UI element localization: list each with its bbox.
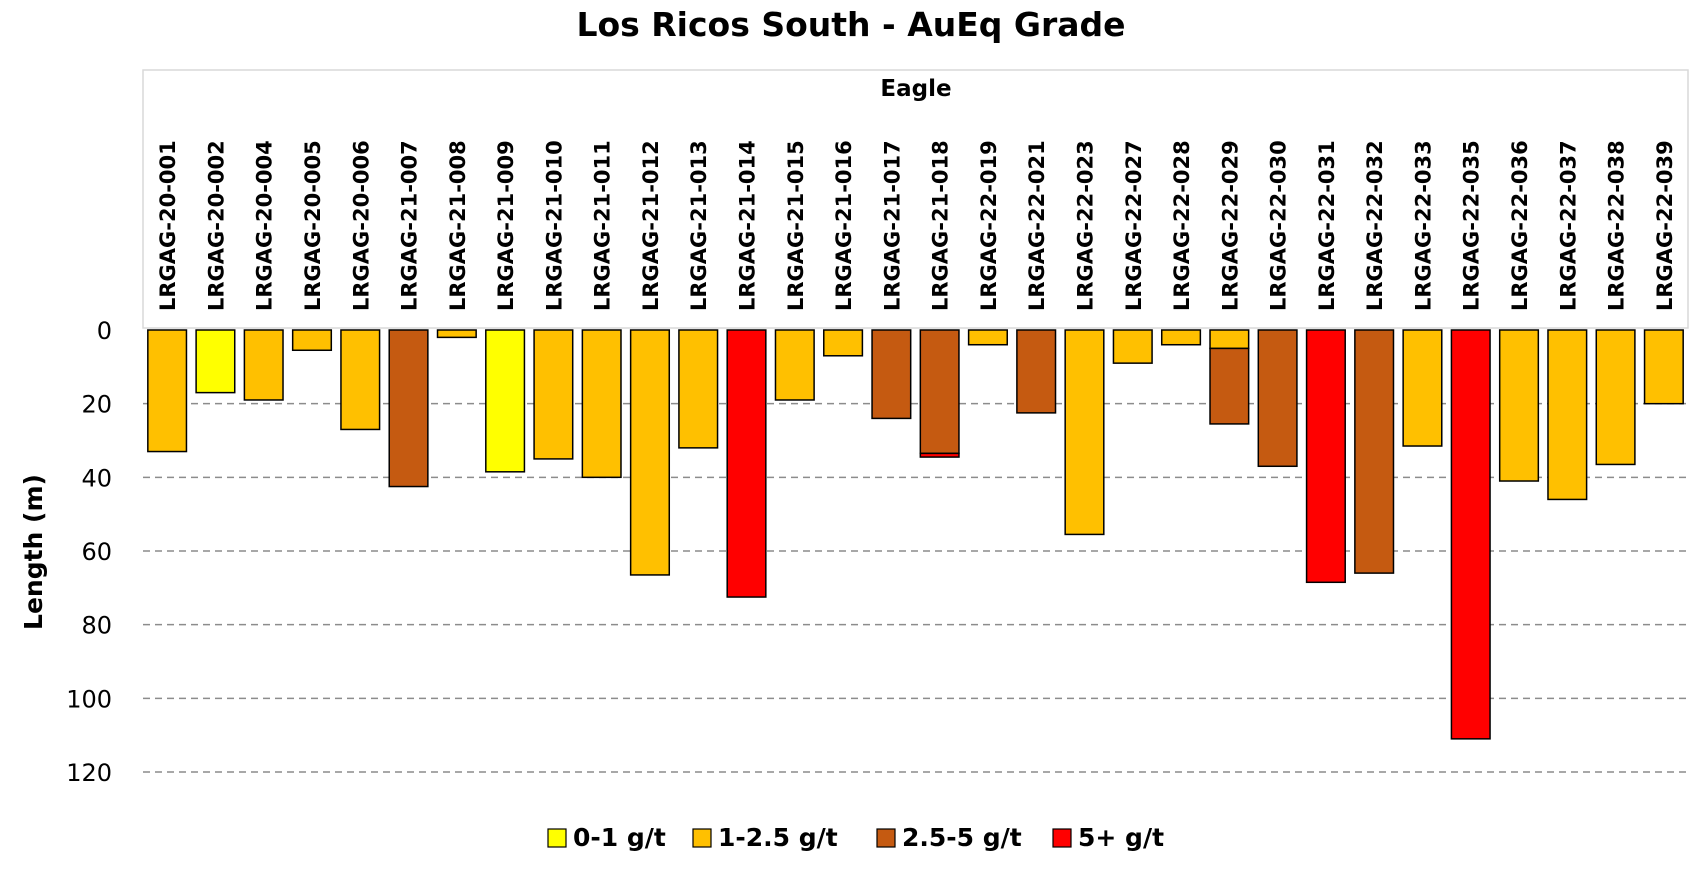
x-tick-label: LRGAG-22-023 [1074, 140, 1098, 311]
bar [1209, 329, 1250, 350]
bar [1354, 329, 1395, 574]
x-tick-label: LRGAG-21-014 [736, 140, 760, 311]
bars [147, 329, 1684, 740]
bar [1209, 347, 1250, 425]
y-tick-label: 20 [81, 391, 112, 419]
bar [774, 329, 815, 401]
bar [291, 329, 333, 352]
y-axis-ticks: 0 20 40 60 80 100 120 [66, 317, 112, 787]
bar [147, 329, 188, 453]
bar [1402, 329, 1443, 447]
legend: 0-1 g/t 1-2.5 g/t 2.5-5 g/t 5+ g/t [547, 823, 1164, 852]
bar [1112, 329, 1153, 364]
x-tick-label: LRGAG-20-001 [156, 140, 180, 311]
bar [1547, 329, 1588, 501]
x-tick-label: LRGAG-22-030 [1267, 140, 1291, 311]
legend-swatch [692, 828, 712, 848]
x-tick-label: LRGAG-22-036 [1508, 140, 1532, 311]
x-tick-label: LRGAG-20-005 [301, 140, 325, 311]
bar [1257, 329, 1298, 468]
x-tick-label: LRGAG-22-032 [1363, 140, 1387, 311]
x-tick-label: LRGAG-20-002 [204, 140, 228, 311]
bar [726, 329, 767, 598]
x-tick-label: LRGAG-22-035 [1460, 140, 1484, 311]
x-tick-label: LRGAG-20-006 [349, 140, 373, 311]
bar [243, 329, 284, 401]
bar [1305, 329, 1346, 584]
x-tick-label: LRGAG-21-017 [880, 140, 904, 311]
y-tick-label: 120 [66, 759, 112, 787]
bar [533, 329, 574, 460]
bar [1160, 329, 1202, 346]
bar [919, 452, 960, 458]
x-tick-label: LRGAG-22-038 [1605, 140, 1629, 311]
legend-label: 2.5-5 g/t [902, 823, 1022, 852]
x-tick-label: LRGAG-21-011 [591, 140, 615, 311]
x-tick-label: LRGAG-21-018 [929, 140, 953, 311]
bar [823, 329, 864, 357]
x-tick-label: LRGAG-21-009 [494, 140, 518, 311]
x-tick-label: LRGAG-21-007 [398, 140, 422, 311]
bar [1016, 329, 1057, 414]
legend-swatch [547, 828, 567, 848]
x-tick-label: LRGAG-20-004 [253, 140, 277, 311]
x-tick-label: LRGAG-22-033 [1412, 140, 1436, 311]
y-tick-label: 100 [66, 685, 112, 713]
x-tick-label: LRGAG-22-028 [1170, 140, 1194, 311]
legend-swatch [1052, 828, 1072, 848]
group-label: Eagle [880, 76, 951, 102]
x-tick-label: LRGAG-22-027 [1122, 140, 1146, 311]
x-axis-labels: LRGAG-20-001 LRGAG-20-002 LRGAG-20-004 LRGA… [156, 140, 1677, 311]
x-tick-label: LRGAG-22-031 [1315, 140, 1339, 311]
legend-label: 0-1 g/t [573, 823, 666, 852]
bar [919, 329, 960, 455]
y-tick-label: 60 [81, 538, 112, 566]
x-tick-label: LRGAG-21-016 [832, 140, 856, 311]
bar [1064, 329, 1105, 536]
bar [629, 329, 671, 576]
bar [871, 329, 912, 420]
bar [340, 329, 381, 431]
chart-title: Los Ricos South - AuEq Grade [576, 5, 1125, 44]
legend-label: 1-2.5 g/t [718, 823, 838, 852]
bar [581, 329, 622, 479]
x-tick-label: LRGAG-22-021 [1025, 140, 1049, 311]
bar [1595, 329, 1636, 466]
bar [388, 329, 429, 488]
legend-swatch [876, 828, 896, 848]
bar [485, 329, 526, 473]
x-tick-label: LRGAG-21-008 [446, 140, 470, 311]
x-tick-label: LRGAG-22-039 [1653, 140, 1677, 311]
bar [1450, 329, 1491, 740]
x-tick-label: LRGAG-21-010 [542, 140, 566, 311]
bar [436, 329, 477, 339]
x-tick-label: LRGAG-21-015 [784, 140, 808, 311]
x-tick-label: LRGAG-21-013 [687, 140, 711, 311]
x-tick-label: LRGAG-22-019 [977, 140, 1001, 311]
y-tick-label: 80 [81, 612, 112, 640]
y-tick-label: 0 [97, 317, 112, 345]
bar [1643, 329, 1684, 405]
bar [967, 329, 1008, 346]
legend-label: 5+ g/t [1078, 823, 1164, 852]
bar [1498, 329, 1540, 482]
x-tick-label: LRGAG-22-029 [1218, 140, 1242, 311]
category-header-box [142, 69, 1689, 329]
bar [195, 329, 236, 394]
y-tick-label: 40 [81, 464, 112, 492]
x-tick-label: LRGAG-22-037 [1556, 140, 1580, 311]
y-axis-label: Length (m) [19, 474, 48, 630]
bar [678, 329, 719, 449]
x-tick-label: LRGAG-21-012 [639, 140, 663, 311]
